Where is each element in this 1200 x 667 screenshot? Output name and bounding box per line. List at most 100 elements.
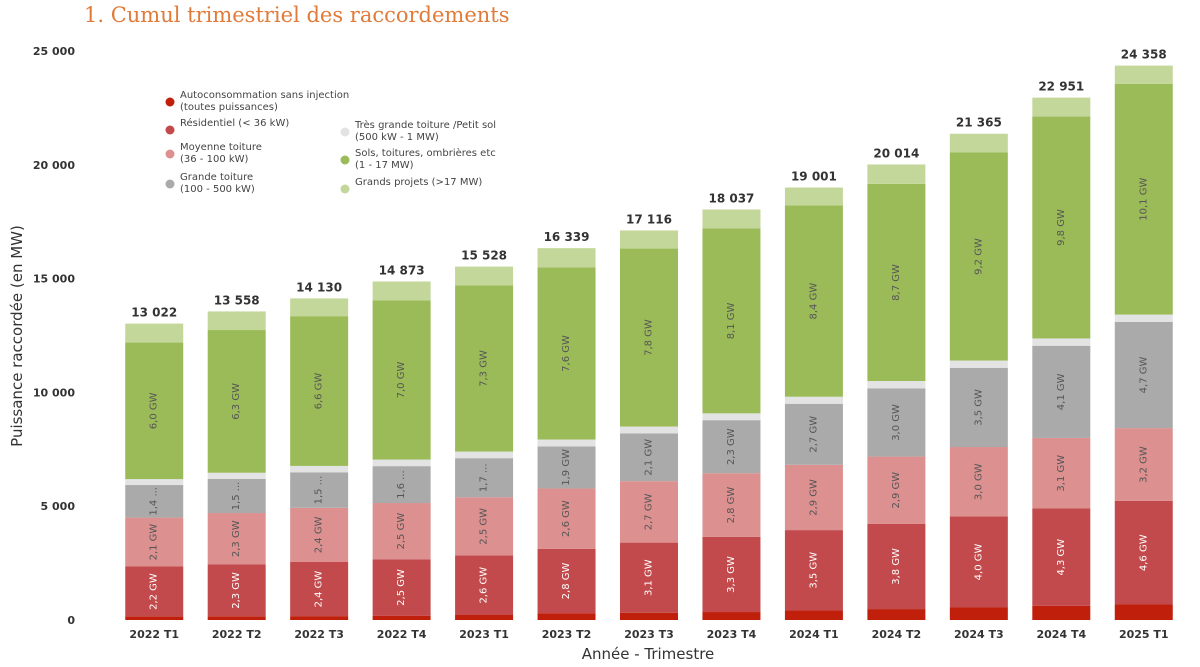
bar-total-label: 14 130 <box>296 280 342 294</box>
bar-segment <box>207 478 266 514</box>
legend-entry-text: Sols, toitures, ombrières etc <box>355 147 496 159</box>
bar-segment-label: 2,5 GW <box>396 569 407 606</box>
bar-segment-label: 4,1 GW <box>1056 373 1067 410</box>
bar-segment <box>702 209 761 229</box>
bar-segment-label: 2,6 GW <box>479 567 490 604</box>
bar-segment <box>784 187 843 206</box>
legend-marker <box>340 155 350 165</box>
x-tick-label: 2023 T3 <box>624 628 674 641</box>
bar-segment-label: 3,5 GW <box>808 552 819 589</box>
y-tick-label: 25 000 <box>33 45 75 58</box>
bar-segment <box>620 612 678 620</box>
bar-segment-label: 6,3 GW <box>231 383 242 420</box>
y-axis-ticks: 0 5 000 10 000 15 000 20 000 25 000 <box>33 45 75 627</box>
x-tick-label: 2022 T2 <box>212 628 262 641</box>
bar-segment-label: 1,7 ... <box>479 463 490 492</box>
bar-segment <box>949 133 1008 153</box>
bar-segment <box>620 230 678 249</box>
x-tick-label: 2025 T1 <box>1119 628 1169 641</box>
bar-segment <box>702 413 761 421</box>
bar-segment <box>620 248 678 427</box>
bar-segment <box>207 513 266 565</box>
bar-segment <box>949 516 1008 608</box>
bar-segment <box>372 281 431 301</box>
bar-segment <box>1032 345 1091 438</box>
bar-segment <box>455 497 514 556</box>
bar-segment <box>784 610 843 620</box>
legend-entry-text: Résidentiel (< 36 kW) <box>180 117 289 129</box>
bar-segment <box>290 316 349 466</box>
legend-entry-text: (toutes puissances) <box>180 102 278 113</box>
legend-entry-text: Très grande toiture /Petit sol <box>354 119 496 131</box>
bar-segment-label: 2,7 GW <box>808 416 819 453</box>
bar-total-label: 24 358 <box>1121 48 1167 62</box>
bar-segment-label: 8,4 GW <box>808 283 819 320</box>
bar-segment <box>125 566 184 617</box>
legend-marker <box>340 127 350 137</box>
legend-entry-text: Grands projets (>17 MW) <box>355 177 482 188</box>
legend-marker <box>340 184 350 194</box>
legend-entry-text: (1 - 17 MW) <box>355 160 414 171</box>
bar-segment <box>455 285 514 452</box>
bar-segment-label: 4,6 GW <box>1138 534 1149 571</box>
bar-segment <box>620 542 678 613</box>
bar-segment-label: 7,3 GW <box>479 350 490 387</box>
x-axis-label: Année - Trimestre <box>582 645 715 663</box>
y-tick-label: 20 000 <box>33 159 75 172</box>
bar-segment <box>1032 97 1091 117</box>
bar-segment-label: 1,6 ... <box>396 470 407 499</box>
bar-segment <box>867 456 926 524</box>
bar-segment-label: 2,3 GW <box>726 428 737 465</box>
bar-segment-label: 8,7 GW <box>891 264 902 301</box>
bar-segment <box>702 473 761 537</box>
bar-segment-label: 2,2 GW <box>149 573 160 610</box>
bar-segment <box>290 616 349 620</box>
bar-segment <box>372 615 431 620</box>
y-tick-label: 5 000 <box>41 500 76 513</box>
y-axis-label: Puissance raccordée (en MW) <box>8 225 26 447</box>
legend-entry-text: Autoconsommation sans injection <box>180 90 349 101</box>
bar-segment-label: 9,2 GW <box>973 238 984 275</box>
bar-total-label: 13 022 <box>131 306 177 320</box>
bar-segment-label: 2,9 GW <box>891 472 902 509</box>
legend-entry-text: (100 - 500 kW) <box>180 184 255 195</box>
bar-segment <box>620 426 678 434</box>
bar-segment-label: 2,9 GW <box>808 479 819 516</box>
bar-segment-label: 3,0 GW <box>973 463 984 500</box>
legend-marker <box>165 125 175 135</box>
x-tick-label: 2022 T3 <box>294 628 344 641</box>
bar-segment-label: 7,6 GW <box>561 335 572 372</box>
bar-segment <box>125 517 184 567</box>
bar-segment <box>1032 605 1091 620</box>
bar-segment <box>867 388 926 457</box>
bar-segment <box>207 564 266 617</box>
bar-segment <box>290 472 349 508</box>
bar-segment <box>537 439 596 447</box>
y-tick-label: 10 000 <box>33 386 75 399</box>
bar-segment <box>455 614 514 620</box>
bar-segment-label: 6,0 GW <box>149 392 160 429</box>
bar-segment <box>867 381 926 389</box>
bar-segment <box>784 205 843 397</box>
bar-segment <box>949 152 1008 361</box>
bar-segment-label: 3,2 GW <box>1138 446 1149 483</box>
bar-segment <box>1032 116 1091 339</box>
bar-segment-label: 3,5 GW <box>973 389 984 426</box>
legend-marker <box>165 97 175 107</box>
bar-segment-label: 10,1 GW <box>1138 178 1149 221</box>
legend-marker <box>165 179 175 189</box>
bar-segment-label: 4,0 GW <box>973 543 984 580</box>
bar-segment <box>702 420 761 474</box>
bar-segment-label: 9,8 GW <box>1056 209 1067 246</box>
bar-segment-label: 8,1 GW <box>726 302 737 339</box>
bar-segment <box>455 266 514 286</box>
x-tick-label: 2023 T1 <box>459 628 509 641</box>
x-tick-label: 2024 T3 <box>954 628 1004 641</box>
x-tick-label: 2024 T4 <box>1037 628 1087 641</box>
bar-segment-label: 7,8 GW <box>644 319 655 356</box>
bar-segment-label: 2,4 GW <box>314 516 325 553</box>
chart-title: 1. Cumul trimestriel des raccordements <box>84 3 510 27</box>
bar-segment <box>125 323 184 343</box>
bar-segment <box>949 607 1008 620</box>
bar-segment <box>867 164 926 184</box>
